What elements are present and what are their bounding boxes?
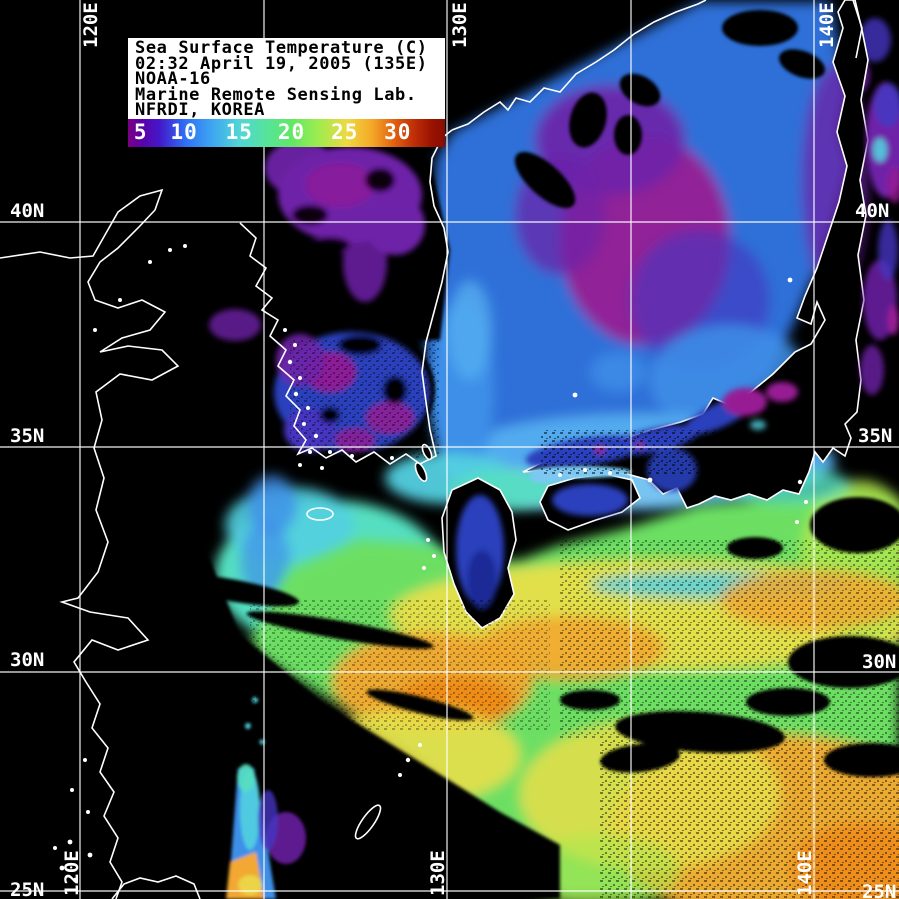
title-line-product: Sea Surface Temperature (C): [135, 38, 428, 58]
title-line-lab: Marine Remote Sensing Lab.: [135, 84, 417, 105]
coastlines: [0, 0, 863, 899]
lon-label-120e-bottom: 120E: [61, 850, 83, 896]
island-okinawa: [354, 804, 382, 840]
lat-label-35n-left: 35N: [10, 425, 44, 447]
coastline-russia: [451, 0, 707, 131]
coastline-hokkaido: [852, 0, 863, 59]
lat-label-25n-right: 25N: [862, 881, 896, 899]
lat-label-40n-right: 40N: [855, 200, 889, 222]
east-korea-coastal-water: [430, 280, 494, 480]
tohoku-cold-patches: [860, 82, 899, 395]
colorbar-tick-15: 15: [225, 120, 253, 144]
coastline-taiwan: [111, 875, 201, 899]
temperature-colorbar: 5 10 15 20 25 30: [128, 119, 445, 147]
lat-label-40n-left: 40N: [10, 200, 44, 222]
sea-of-japan-field: [426, 2, 868, 510]
colorbar-tick-30: 30: [384, 120, 412, 144]
island-jeju: [306, 507, 334, 521]
lon-label-140e-top: 140E: [816, 2, 838, 48]
graticule-labels: 40N 40N 35N 35N 30N 30N 25N 25N 120E 130…: [10, 2, 896, 899]
title-box: Sea Surface Temperature (C) 02:32 April …: [128, 38, 445, 119]
coastline-korea: [239, 129, 453, 465]
lat-label-30n-right: 30N: [862, 651, 896, 673]
colorbar-tick-25: 25: [331, 120, 359, 144]
colorbar-tick-10: 10: [170, 120, 198, 144]
lat-label-35n-right: 35N: [858, 425, 892, 447]
island-tsushima: [414, 461, 428, 483]
lon-label-130e-bottom: 130E: [427, 850, 449, 896]
island-tsushima-upper: [421, 443, 433, 461]
title-line-satellite: NOAA-16: [135, 69, 211, 90]
lon-label-120e-top: 120E: [80, 2, 102, 48]
coastline-china: [0, 188, 180, 899]
lat-label-30n-left: 30N: [10, 649, 44, 671]
title-line-org: NFRDI, KOREA: [135, 100, 266, 121]
kyushu-shikoku-cold-land: [456, 484, 628, 610]
lon-label-140e-bottom: 140E: [794, 850, 816, 896]
lon-label-130e-top: 130E: [449, 2, 471, 48]
title-line-datetime: 02:32 April 19, 2005 (135E): [135, 53, 428, 74]
coastal-island-dots: [53, 244, 808, 883]
colorbar-tick-20: 20: [277, 120, 306, 144]
colorbar-tick-5: 5: [133, 120, 148, 144]
north-korea-cold-land: [265, 140, 425, 302]
cloud-speckle-overlay: [250, 340, 899, 899]
lat-label-25n-left: 25N: [10, 879, 44, 899]
